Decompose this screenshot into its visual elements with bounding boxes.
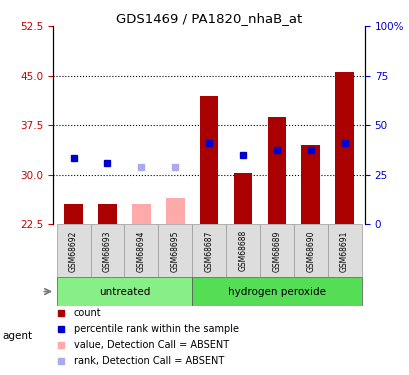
Text: GSM68695: GSM68695 [170,230,179,272]
Bar [56,277,192,306]
Text: rank, Detection Call = ABSENT: rank, Detection Call = ABSENT [73,356,223,366]
Bar [132,204,151,224]
Bar [166,198,184,224]
Text: GSM68690: GSM68690 [306,230,315,272]
Text: GSM68689: GSM68689 [272,230,281,272]
Bar [233,173,252,224]
Bar [64,204,83,224]
Bar [225,224,259,277]
Text: GSM68692: GSM68692 [69,230,78,272]
Bar [267,117,285,224]
Text: value, Detection Call = ABSENT: value, Detection Call = ABSENT [73,340,228,350]
Bar [301,145,319,224]
Text: GSM68688: GSM68688 [238,230,247,272]
Bar [192,277,361,306]
Bar [124,224,158,277]
Bar [158,224,192,277]
Text: GSM68687: GSM68687 [204,230,213,272]
Bar [192,224,225,277]
Bar [293,224,327,277]
Text: GSM68693: GSM68693 [103,230,112,272]
Text: GSM68691: GSM68691 [339,230,348,272]
Bar [327,224,361,277]
Text: percentile rank within the sample: percentile rank within the sample [73,324,238,334]
Text: hydrogen peroxide: hydrogen peroxide [227,286,325,297]
Text: GSM68694: GSM68694 [137,230,146,272]
Bar [199,96,218,224]
Bar [56,224,90,277]
Bar [259,224,293,277]
Title: GDS1469 / PA1820_nhaB_at: GDS1469 / PA1820_nhaB_at [116,12,301,25]
Text: untreated: untreated [99,286,150,297]
Bar [90,224,124,277]
Text: count: count [73,308,101,318]
Bar [98,204,117,224]
Bar [335,72,353,224]
Text: agent: agent [2,331,32,340]
